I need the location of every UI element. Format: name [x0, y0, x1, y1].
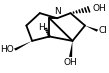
Polygon shape	[69, 41, 72, 57]
Text: N: N	[54, 7, 60, 16]
Text: Cl: Cl	[98, 26, 107, 35]
Polygon shape	[85, 26, 98, 32]
Polygon shape	[14, 41, 32, 51]
Text: OH: OH	[64, 58, 77, 67]
Text: HO: HO	[0, 45, 14, 54]
Text: H: H	[38, 23, 45, 32]
Text: OH: OH	[93, 4, 106, 13]
